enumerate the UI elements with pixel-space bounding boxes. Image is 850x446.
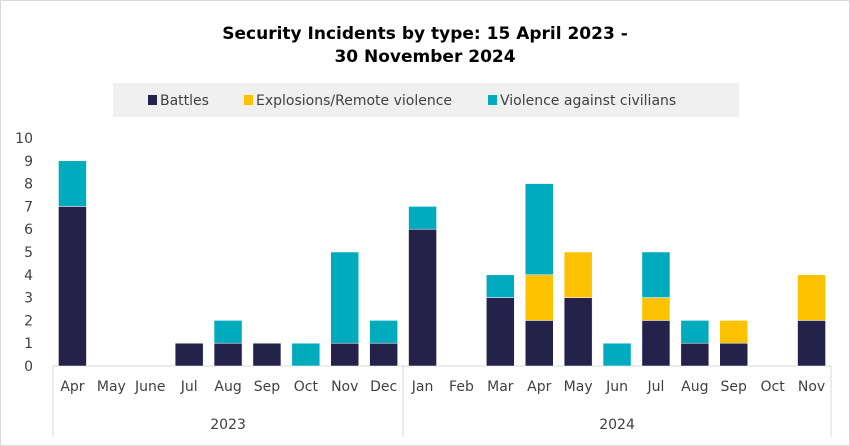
- bar-segment-violence-against-civilians: [680, 320, 710, 344]
- legend-label-0: Battles: [160, 93, 209, 109]
- x-tick-label: Nov: [798, 379, 825, 395]
- x-tick-label: Jul: [180, 379, 198, 395]
- bar-segment-battles: [369, 342, 398, 367]
- x-tick-label: Aug: [681, 379, 708, 395]
- bar-segment-battles: [525, 320, 554, 367]
- bar-segment-battles: [252, 342, 282, 367]
- bar-segment-battles: [486, 297, 515, 367]
- bar-segment-battles: [213, 342, 243, 367]
- bar-segment-explosions-remote-violence: [641, 297, 671, 321]
- axes: 0 1 2 3 4 5 6 7 8 9 10 2023 2024 Apr May June Jul Aug Sep O…: [15, 131, 832, 437]
- bar-segment-battles: [408, 228, 437, 367]
- x-tick-label: Oct: [761, 379, 786, 395]
- chart-title-line1: Security Incidents by type: 15 April 202…: [222, 24, 628, 44]
- x-tick-label: Dec: [370, 379, 397, 395]
- legend-swatch-1: [244, 95, 253, 105]
- bar-segment-violence-against-civilians: [602, 342, 632, 367]
- y-tick-label: 4: [24, 268, 33, 284]
- x-tick-label: May: [97, 379, 126, 395]
- x-group-label: 2023: [210, 417, 246, 433]
- legend-label-2: Violence against civilians: [500, 93, 676, 109]
- bar-segment-violence-against-civilians: [408, 206, 437, 230]
- y-tick-label: 0: [24, 359, 33, 375]
- x-tick-label: Oct: [294, 379, 319, 395]
- x-tick-label: Feb: [449, 379, 474, 395]
- x-group-label: 2024: [599, 417, 635, 433]
- y-tick-label: 10: [15, 131, 33, 147]
- legend-label-1: Explosions/Remote violence: [256, 93, 452, 109]
- bar-segment-battles: [58, 206, 87, 367]
- x-tick-label: June: [134, 379, 166, 395]
- bar-segment-battles: [641, 320, 671, 367]
- x-tick-label: Mar: [487, 379, 514, 395]
- bar-segment-battles: [563, 297, 593, 367]
- bar-segment-battles: [719, 342, 748, 367]
- bar-segment-violence-against-civilians: [486, 274, 515, 298]
- y-tick-label: 5: [24, 245, 33, 261]
- bar-segment-violence-against-civilians: [369, 320, 398, 344]
- bars: [58, 160, 826, 367]
- bar-segment-violence-against-civilians: [58, 160, 87, 207]
- x-tick-label: Jul: [646, 379, 664, 395]
- legend-swatch-2: [488, 95, 497, 105]
- y-tick-label: 6: [24, 222, 33, 238]
- x-tick-label: Apr: [60, 379, 84, 395]
- x-tick-label: Aug: [214, 379, 241, 395]
- bar-segment-violence-against-civilians: [525, 183, 554, 276]
- y-tick-label: 1: [24, 336, 33, 352]
- bar-segment-explosions-remote-violence: [525, 274, 554, 321]
- legend: Battles Explosions/Remote violence Violenc…: [148, 93, 676, 109]
- x-tick-label: Sep: [721, 379, 748, 395]
- x-tick-label: Nov: [331, 379, 358, 395]
- legend-swatch-0: [148, 95, 157, 105]
- y-tick-label: 8: [24, 177, 33, 193]
- bar-segment-explosions-remote-violence: [797, 274, 826, 321]
- y-tick-label: 2: [24, 313, 33, 329]
- x-tick-label: Jan: [411, 379, 434, 395]
- y-tick-label: 9: [24, 154, 33, 170]
- chart-title-line2: 30 November 2024: [334, 47, 515, 67]
- y-tick-label: 3: [24, 291, 33, 307]
- x-tick-label: May: [564, 379, 593, 395]
- y-tick-label: 7: [24, 199, 33, 215]
- x-tick-label: Apr: [527, 379, 551, 395]
- bar-segment-battles: [680, 342, 710, 367]
- legend-box: [113, 83, 739, 117]
- bar-segment-battles: [797, 320, 826, 367]
- x-tick-label: Sep: [254, 379, 281, 395]
- bar-segment-explosions-remote-violence: [563, 251, 593, 298]
- bar-segment-violence-against-civilians: [330, 251, 359, 344]
- bar-segment-violence-against-civilians: [213, 320, 243, 344]
- bar-segment-battles: [330, 342, 359, 367]
- x-tick-label: Jun: [605, 379, 628, 395]
- bar-segment-violence-against-civilians: [291, 342, 321, 367]
- bar-segment-explosions-remote-violence: [719, 320, 748, 344]
- bar-segment-violence-against-civilians: [641, 251, 671, 298]
- bar-segment-battles: [174, 342, 204, 367]
